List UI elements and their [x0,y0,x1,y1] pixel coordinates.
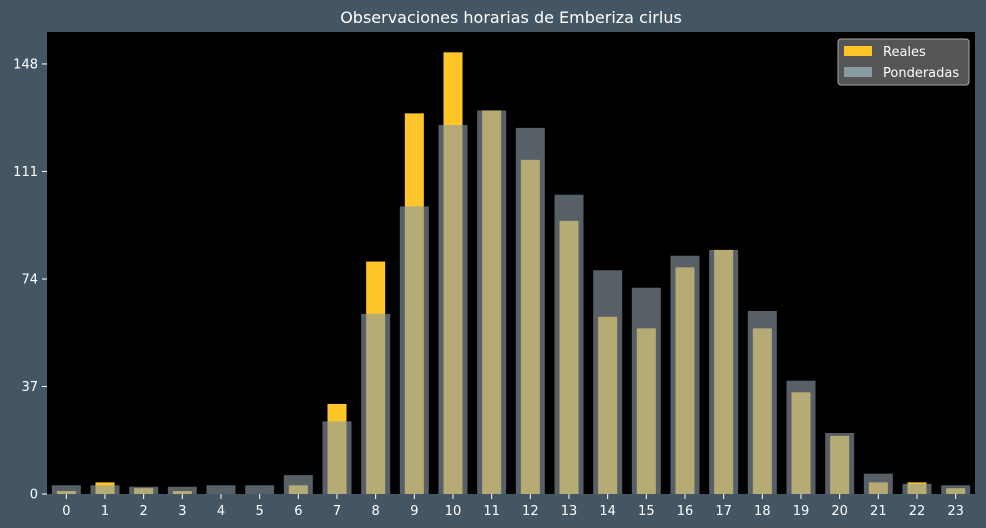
x-tick-label-3: 3 [178,504,186,519]
bar-ponderadas-21 [863,473,893,494]
weighted-bars-group [51,110,971,495]
y-axis: 0 37 74 111 148 [13,57,47,503]
bar-ponderadas-8 [361,313,391,494]
bar-ponderadas-23 [941,485,971,494]
bar-ponderadas-5 [245,485,275,494]
legend: Reales Ponderadas [837,38,970,86]
bar-ponderadas-14 [593,270,623,494]
y-tick-label-0: 0 [30,488,38,503]
y-tick-label-111: 111 [13,165,38,180]
plot-area [47,32,975,494]
bar-ponderadas-6 [283,475,313,494]
legend-swatch-reales [844,46,872,56]
bar-ponderadas-15 [631,287,661,494]
bar-ponderadas-0 [51,485,81,494]
bar-ponderadas-22 [902,483,932,494]
bar-ponderadas-9 [399,206,429,494]
x-tick-label-5: 5 [256,504,264,519]
x-tick-label-1: 1 [101,504,109,519]
bar-ponderadas-4 [206,485,236,494]
chart-title: Observaciones horarias de Emberiza cirlu… [340,8,682,27]
bar-ponderadas-10 [438,124,468,494]
bar-ponderadas-3 [167,486,197,494]
legend-label-reales: Reales [883,45,926,60]
x-tick-label-13: 13 [561,504,578,519]
bar-ponderadas-7 [322,421,352,494]
x-tick-label-17: 17 [715,504,732,519]
bar-ponderadas-19 [786,380,816,494]
x-tick-label-12: 12 [522,504,539,519]
x-tick-label-14: 14 [599,504,616,519]
x-tick-label-15: 15 [638,504,655,519]
x-tick-label-9: 9 [410,504,418,519]
bar-ponderadas-12 [515,127,545,495]
legend-label-ponderadas: Ponderadas [883,66,959,81]
x-tick-label-20: 20 [831,504,848,519]
bar-ponderadas-1 [90,485,120,494]
x-tick-label-8: 8 [372,504,380,519]
legend-swatch-ponderadas [844,67,872,77]
x-tick-label-10: 10 [445,504,462,519]
x-tick-label-0: 0 [62,504,70,519]
x-tick-label-6: 6 [294,504,302,519]
bar-ponderadas-13 [554,194,584,494]
bar-ponderadas-20 [825,432,855,494]
bar-ponderadas-11 [477,110,507,495]
x-tick-label-23: 23 [947,504,964,519]
x-tick-label-21: 21 [870,504,887,519]
y-tick-label-148: 148 [13,57,38,72]
x-tick-label-11: 11 [483,504,500,519]
x-axis: 0 1 2 3 4 5 6 7 8 9 10 11 12 13 14 15 16 17 18 19 20 21 22 23 [62,494,964,519]
x-tick-label-22: 22 [909,504,926,519]
x-tick-label-19: 19 [793,504,810,519]
x-tick-label-18: 18 [754,504,771,519]
bar-ponderadas-2 [129,486,159,494]
y-tick-label-37: 37 [21,380,38,395]
y-tick-label-74: 74 [21,272,38,287]
bar-ponderadas-17 [709,249,739,494]
x-tick-label-4: 4 [217,504,225,519]
x-tick-label-7: 7 [333,504,341,519]
bar-ponderadas-18 [747,310,777,494]
x-tick-label-2: 2 [140,504,148,519]
bar-ponderadas-16 [670,255,700,494]
x-tick-label-16: 16 [677,504,694,519]
